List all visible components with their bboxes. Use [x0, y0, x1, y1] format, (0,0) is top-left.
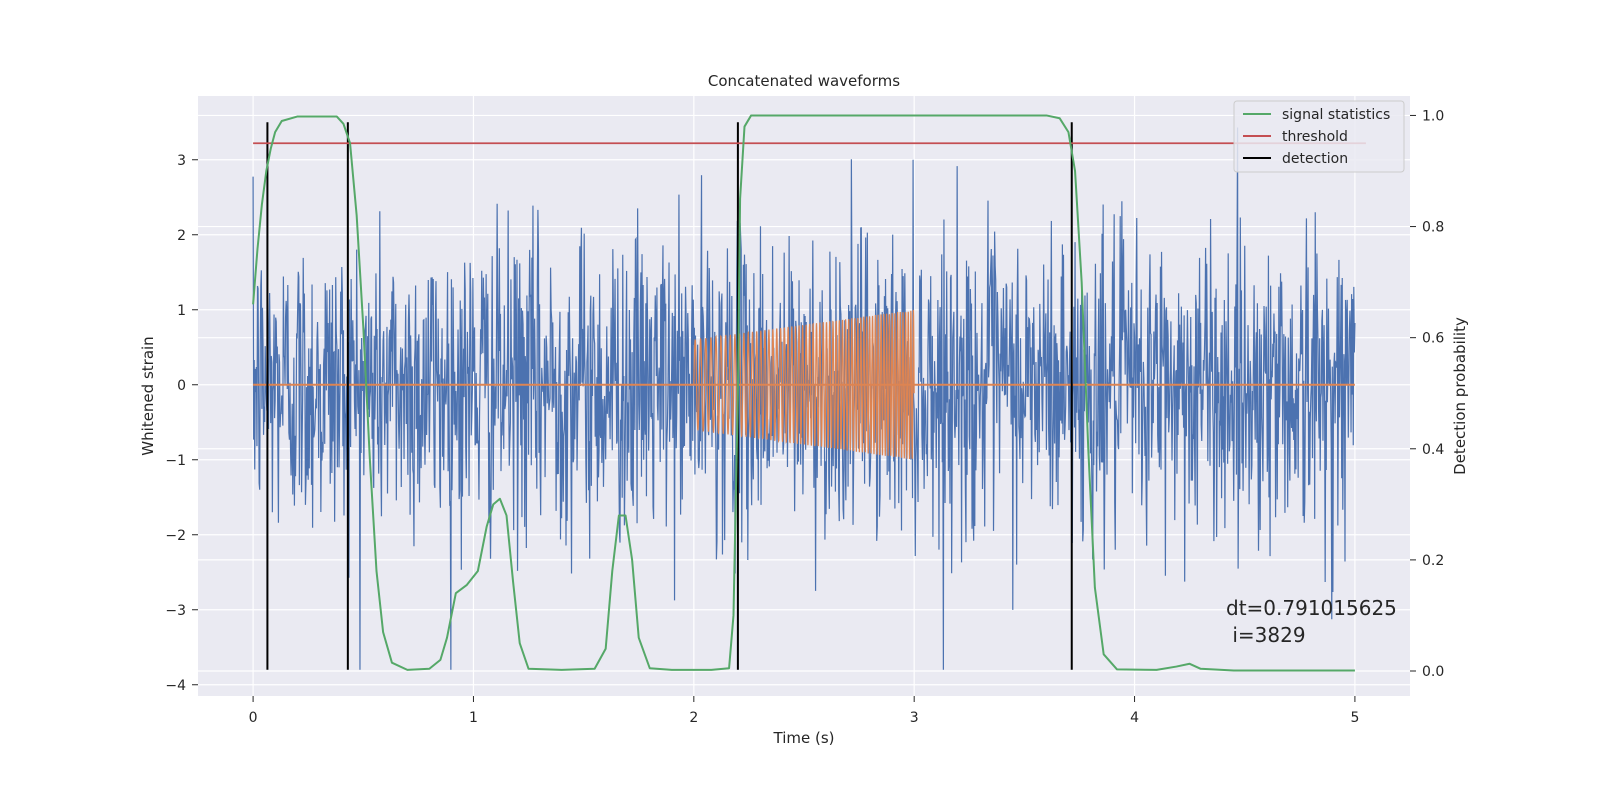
legend-box	[1233, 100, 1405, 173]
y-axis-label-right: Detection probability	[1451, 317, 1469, 475]
y-tick-label-left: 3	[177, 153, 186, 169]
x-tick-label: 2	[689, 710, 698, 726]
y-tick-label-left: −3	[165, 603, 186, 619]
y-tick-label-right: 0.0	[1422, 664, 1444, 680]
y-tick-label-left: 0	[177, 378, 186, 394]
y-tick-label-left: −1	[165, 453, 186, 469]
x-tick-label: 0	[249, 710, 258, 726]
whitened-noise-line	[252, 127, 1356, 670]
annotation-index: i=3829	[1226, 623, 1306, 647]
legend-label-threshold: threshold	[1282, 129, 1348, 145]
signal-statistics-line	[252, 114, 1355, 672]
x-tick-label: 4	[1130, 710, 1139, 726]
y-tick-label-left: −2	[165, 528, 186, 544]
x-axis-label: Time (s)	[773, 729, 835, 747]
legend-label-signal-statistics: signal statistics	[1282, 107, 1390, 123]
annotation-dt: dt=0.791015625	[1226, 596, 1397, 620]
injected-chirp-line	[693, 309, 915, 460]
y-tick-label-right: 0.2	[1422, 553, 1444, 569]
x-tick-label: 5	[1350, 710, 1359, 726]
legend-label-detection: detection	[1282, 151, 1348, 167]
y-tick-label-left: 2	[177, 228, 186, 244]
y-tick-label-left: −4	[165, 678, 186, 694]
series-layer	[252, 114, 1366, 672]
y-tick-label-right: 1.0	[1422, 108, 1444, 124]
x-tick-label: 3	[910, 710, 919, 726]
chart-title: Concatenated waveforms	[708, 72, 900, 90]
ticks: 0 1 2 3 4 5 −4 −3 −2 −1 0 1 2 3 0.0 0.2 0.4 0.6 0.8 1.0	[165, 108, 1444, 726]
y-tick-label-left: 1	[177, 303, 186, 319]
legend: signal statistics threshold detection	[1233, 100, 1405, 173]
y-tick-label-right: 0.6	[1422, 331, 1444, 347]
x-tick-label: 1	[469, 710, 478, 726]
y-axis-label-left: Whitened strain	[139, 336, 157, 455]
y-tick-label-right: 0.4	[1422, 442, 1444, 458]
y-tick-label-right: 0.8	[1422, 220, 1444, 236]
